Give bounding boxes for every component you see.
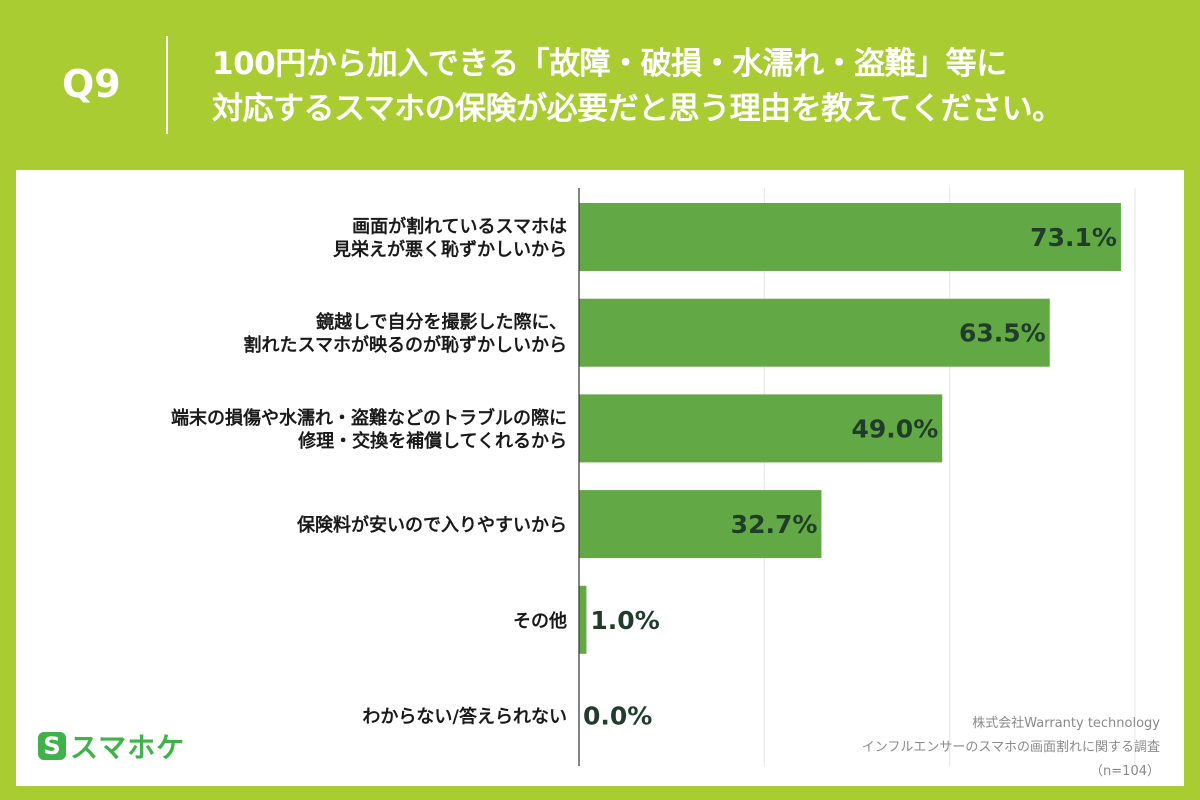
value-label-0: 73.1% — [1030, 223, 1117, 252]
value-label-2: 49.0% — [852, 414, 939, 443]
brand-logo: S スマホケ — [38, 726, 185, 766]
bar-2 — [579, 394, 943, 463]
question-title-line-1: 100円から加入できる「故障・破損・水濡れ・盗難」等に — [212, 46, 1007, 82]
category-label-0-line-0: 画面が割れているスマホは — [352, 216, 567, 238]
question-title-line-2: 対応するスマホの保険が必要だと思う理由を教えてください。 — [212, 91, 1063, 127]
category-label-3-line-0: 保険料が安いので入りやすいから — [296, 514, 567, 536]
value-label-1: 63.5% — [959, 319, 1046, 348]
bar-1 — [579, 298, 1050, 367]
category-label-1-line-1: 割れたスマホが映るのが恥ずかしいから — [244, 334, 567, 356]
category-label-2-line-0: 端末の損傷や水濡れ・盗難などのトラブルの際に — [171, 407, 567, 429]
header: Q9 100円から加入できる「故障・破損・水濡れ・盗難」等に 対応するスマホの保… — [0, 0, 1200, 170]
category-label-1-line-0: 鏡越しで自分を撮影した際に、 — [316, 311, 567, 333]
bar-4 — [579, 585, 587, 654]
company-name: 株式会社Warranty technology — [972, 716, 1160, 731]
category-label-2-line-1: 修理・交換を補償してくれるから — [297, 430, 567, 452]
value-label-3: 32.7% — [731, 510, 818, 539]
category-label-0-line-1: 見栄えが悪く恥ずかしいから — [332, 239, 567, 261]
sample-size: （n=104） — [1090, 764, 1160, 779]
survey-credits: 株式会社Warranty technology インフルエンサーのスマホの画面割… — [862, 712, 1160, 784]
survey-name: インフルエンサーのスマホの画面割れに関する調査 — [861, 740, 1160, 755]
bar-3 — [579, 490, 822, 559]
category-label-5-line-0: わからない/答えられない — [362, 706, 567, 728]
question-number: Q9 — [62, 62, 121, 106]
value-label-4: 1.0% — [590, 606, 659, 635]
category-label-4-line-0: その他 — [513, 610, 567, 632]
logo-s-icon: S — [38, 732, 66, 760]
chart-panel: 73.1% 画面が割れているスマホは 見栄えが悪く恥ずかしいから 63.5% 鏡越しで自… — [16, 170, 1184, 786]
header-divider — [166, 36, 168, 134]
bar-0 — [579, 203, 1121, 271]
value-label-5: 0.0% — [583, 702, 652, 731]
question-title: 100円から加入できる「故障・破損・水濡れ・盗難」等に 対応するスマホの保険が必… — [212, 42, 1182, 132]
logo-text: スマホケ — [70, 731, 186, 764]
